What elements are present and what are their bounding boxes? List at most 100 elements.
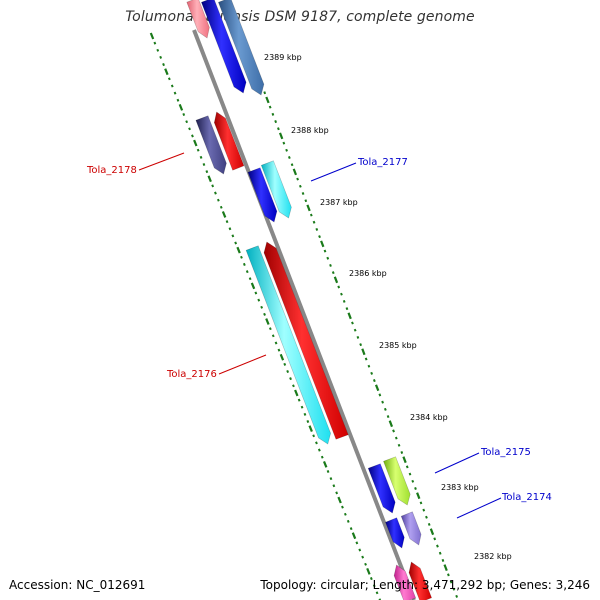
ring-tick: [366, 567, 371, 575]
ring-tick: [278, 132, 284, 140]
gene-tola-2178-left[interactable]: [195, 115, 227, 175]
ring-tick: [346, 519, 350, 523]
ring-tick: [221, 211, 227, 218]
ring-tick: [242, 262, 246, 266]
gene-tola-2176-a[interactable]: [245, 245, 331, 445]
gene-tola-2180[interactable]: [201, 0, 247, 94]
ring-tick: [196, 148, 200, 152]
ring-tick: [207, 175, 212, 183]
ring-tick: [340, 292, 343, 296]
gene-tola-2178[interactable]: [213, 111, 245, 171]
ring-tick: [364, 357, 368, 361]
gene-tola-2179[interactable]: [186, 0, 210, 39]
ring-tick: [388, 420, 394, 428]
ring-tick: [277, 127, 280, 131]
ring-tick: [178, 103, 184, 111]
ring-tick: [304, 199, 308, 203]
gene-tola-2176[interactable]: [263, 241, 349, 440]
gene-tola-2173[interactable]: [408, 561, 432, 600]
label-leaders: [138, 152, 502, 519]
ring-tick: [260, 305, 264, 309]
ring-tick: [329, 263, 332, 267]
ring-tick: [271, 112, 275, 116]
ring-tick: [294, 389, 299, 397]
ring-tick: [355, 541, 359, 545]
ring-tick: [356, 335, 360, 339]
ring-tick: [402, 456, 407, 464]
ring-tick: [228, 227, 232, 231]
gene-tola-2175[interactable]: [383, 456, 411, 506]
ring-tick: [433, 537, 437, 541]
ring-tick: [329, 477, 333, 481]
ring-tick: [449, 580, 453, 584]
gene-tola-2177[interactable]: [260, 160, 292, 219]
ring-tick: [347, 312, 352, 320]
ring-tick: [397, 443, 401, 447]
tick-label-2388: 2388 kbp: [291, 126, 329, 135]
ring-tick: [452, 587, 456, 591]
ring-tick: [292, 168, 298, 176]
gene-label-tola-2177[interactable]: Tola_2177: [357, 157, 408, 168]
ring-tick: [167, 77, 171, 81]
ring-tick: [234, 241, 238, 245]
ring-tick: [159, 55, 163, 59]
ring-tick: [343, 512, 347, 516]
ring-tick: [372, 584, 376, 588]
accession-text: Accession: NC_012691: [9, 578, 146, 592]
ring-tick: [447, 573, 450, 577]
gene-label-tola-2178[interactable]: Tola_2178: [86, 165, 137, 176]
ring-tick: [436, 544, 439, 548]
ring-tick: [182, 113, 186, 116]
ring-tick: [263, 91, 267, 95]
gene-track: [186, 0, 432, 600]
gene-tola-2175-a[interactable]: [367, 463, 396, 514]
ring-tick: [425, 515, 428, 519]
ring-tick: [419, 501, 423, 505]
gene-label-tola-2175[interactable]: Tola_2175: [480, 447, 531, 458]
ring-tick: [312, 434, 316, 438]
ring-tick: [274, 341, 278, 345]
ring-tick: [349, 527, 353, 531]
ring-tick: [341, 505, 344, 509]
ring-tick: [214, 191, 217, 195]
ring-tick: [353, 328, 357, 332]
ring-tick: [274, 120, 278, 124]
ring-tick: [374, 384, 380, 392]
tick-label-2382: 2382 kbp: [474, 552, 512, 561]
gene-tola-2174-a[interactable]: [385, 517, 405, 549]
ring-tick: [162, 63, 165, 67]
ring-tick: [367, 364, 371, 368]
ring-tick: [193, 139, 198, 147]
ring-tick: [438, 551, 442, 555]
ring-tick: [185, 120, 189, 124]
tick-label-2389: 2389 kbp: [264, 53, 302, 62]
ring-tick: [211, 184, 215, 188]
ring-tick: [383, 407, 387, 411]
tick-label-2383: 2383 kbp: [441, 483, 479, 492]
gene-tola-2181[interactable]: [218, 0, 265, 96]
ring-tick: [369, 577, 373, 581]
gene-label-tola-2174[interactable]: Tola_2174: [501, 492, 552, 503]
gene-label-tola-2176[interactable]: Tola_2176: [166, 369, 217, 380]
ring-tick: [287, 156, 291, 159]
ring-tick: [323, 249, 327, 253]
ring-tick: [236, 246, 241, 254]
gene-tola-2173-a[interactable]: [393, 564, 416, 600]
ring-tick: [326, 470, 330, 473]
ring-tick: [268, 327, 272, 331]
ring-tick: [361, 348, 366, 356]
ring-tick: [443, 564, 448, 571]
ring-tick: [290, 163, 294, 167]
gene-tola-2174[interactable]: [400, 511, 422, 546]
ring-tick: [400, 451, 404, 454]
ring-tick: [199, 155, 203, 159]
gene-tola-2177-a[interactable]: [247, 167, 278, 223]
tick-label-2386: 2386 kbp: [349, 269, 387, 278]
ring-tick: [298, 184, 302, 188]
ring-tick: [429, 528, 435, 536]
ring-tick: [411, 479, 415, 483]
ring-tick: [289, 377, 292, 381]
ring-tick: [364, 562, 367, 566]
ring-tick: [277, 348, 281, 352]
